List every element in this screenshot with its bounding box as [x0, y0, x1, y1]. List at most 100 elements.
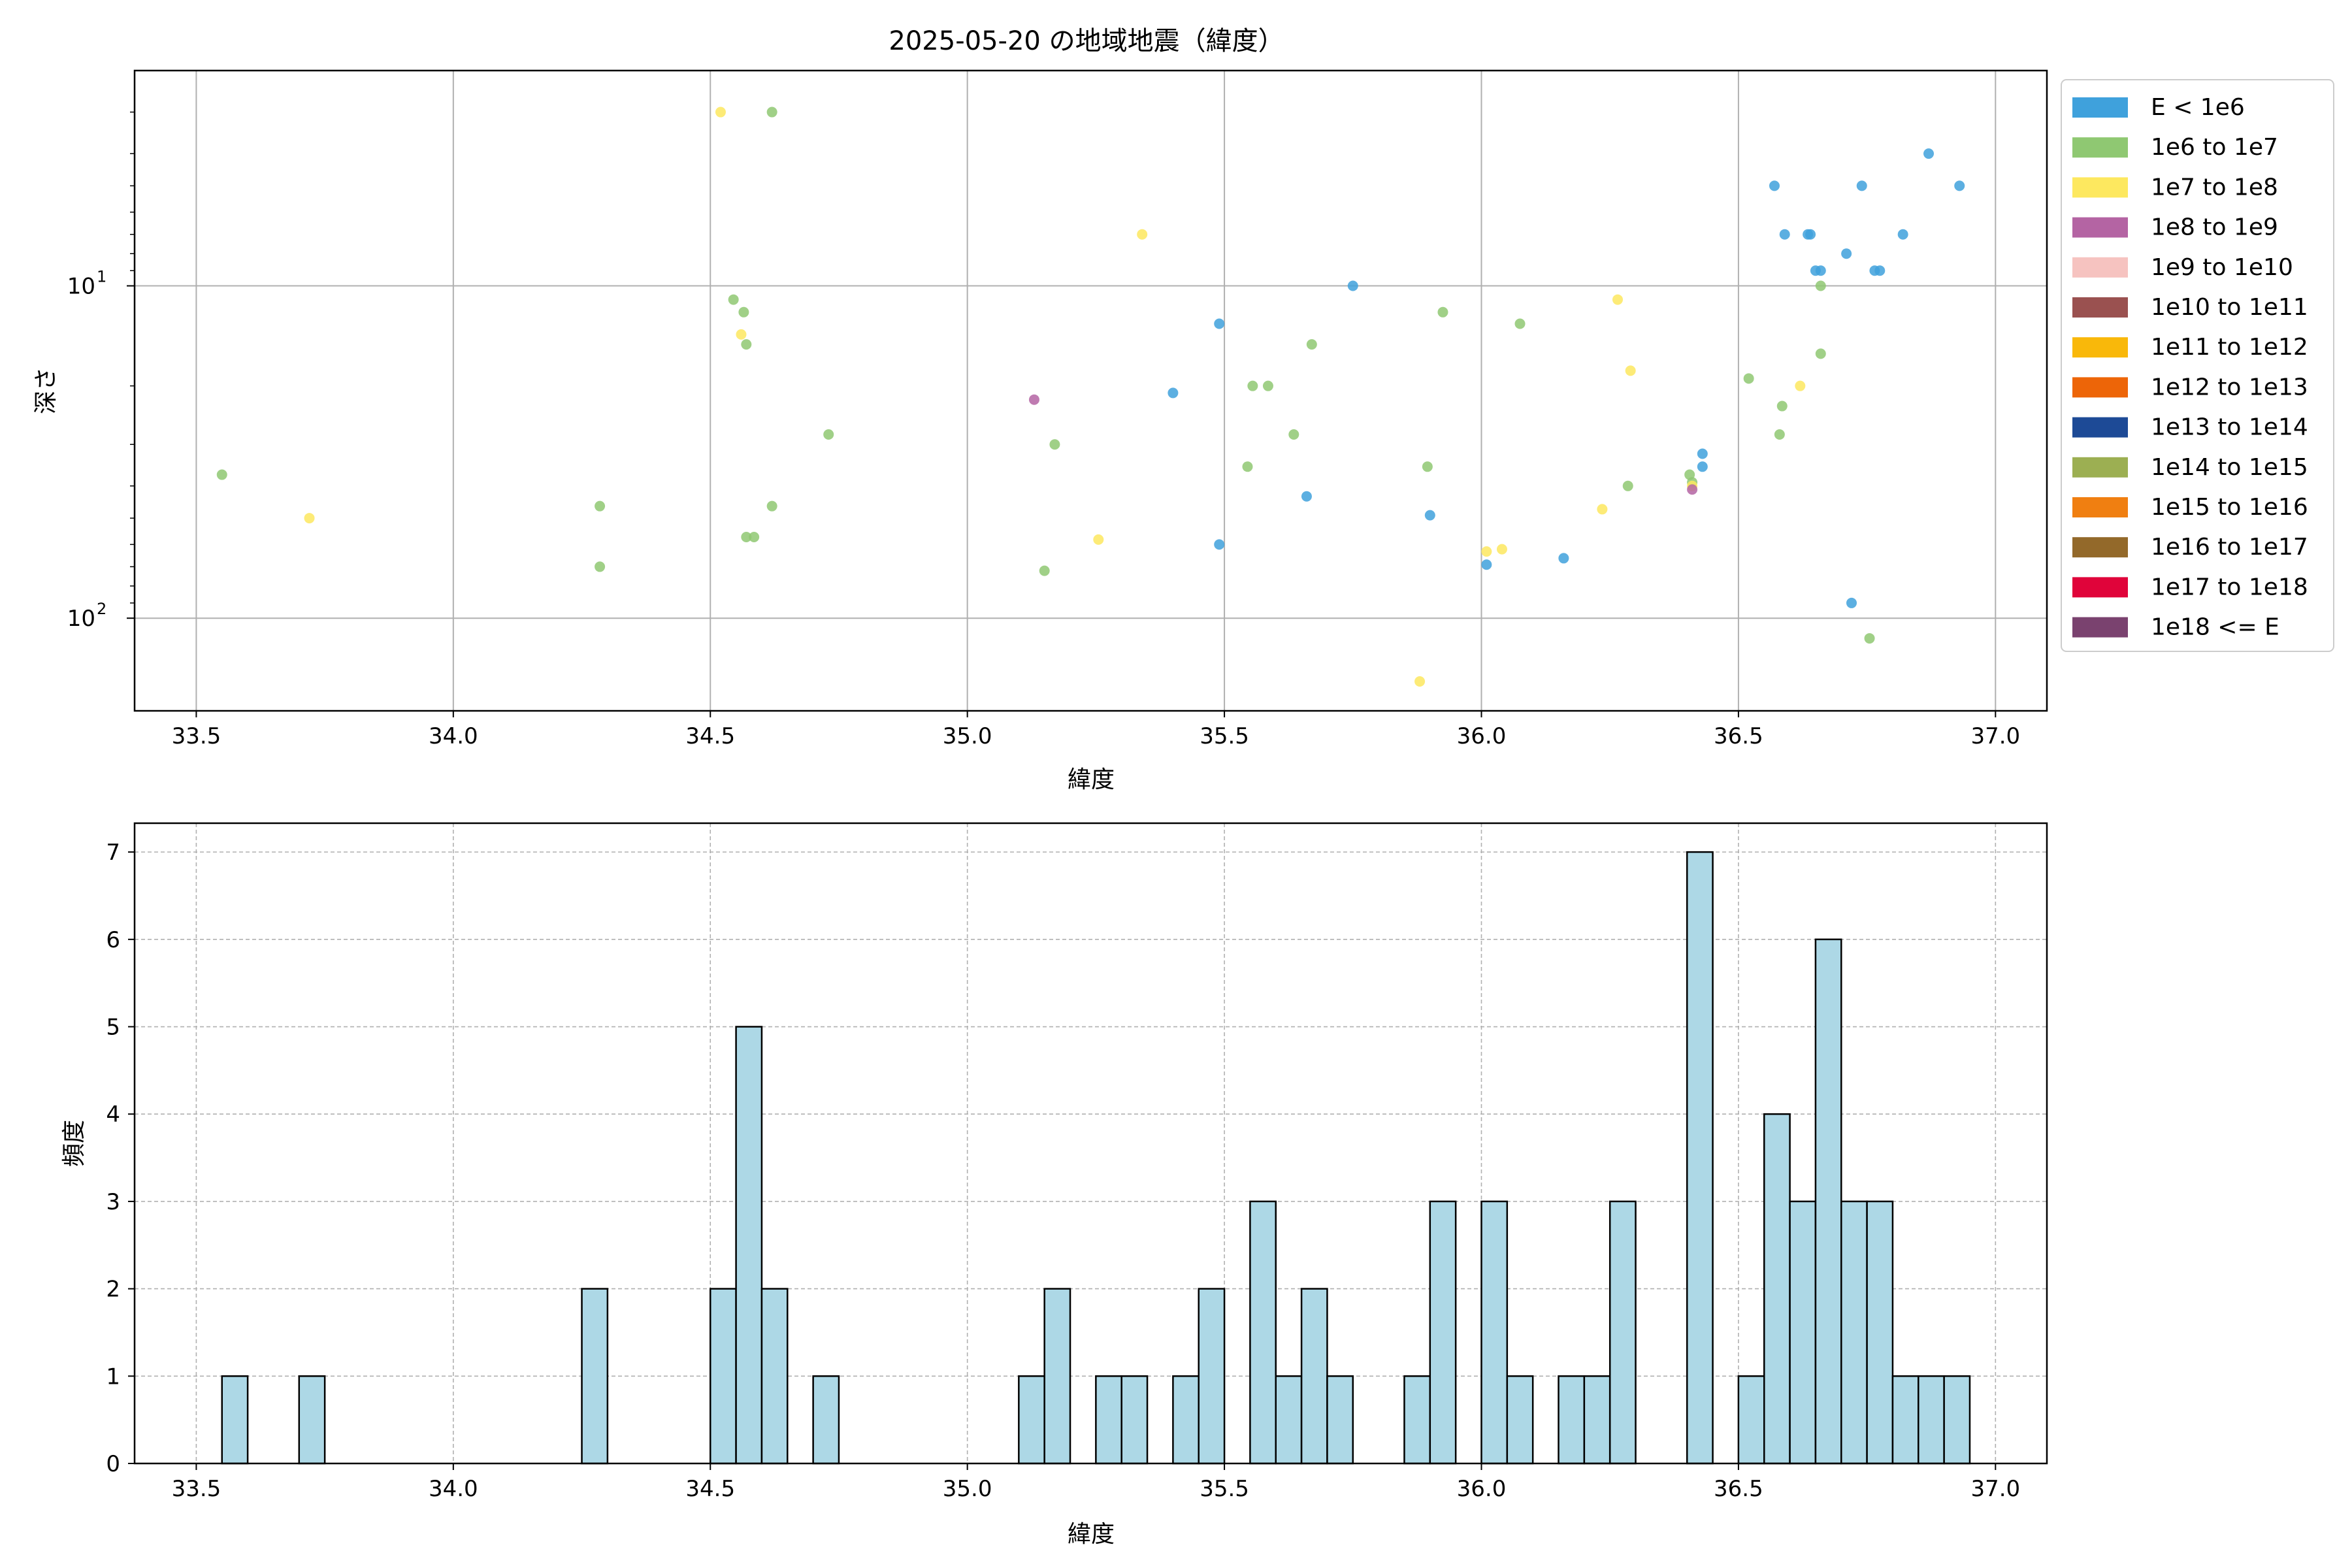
histogram-y-tick-label: 0: [106, 1451, 120, 1477]
legend-label: 1e12 to 1e13: [2151, 374, 2308, 400]
scatter-point: [1437, 306, 1448, 318]
histogram-bar: [1737, 1375, 1765, 1465]
scatter-point: [1697, 461, 1708, 472]
histogram-bar: [581, 1288, 609, 1465]
scatter-point: [1306, 339, 1317, 350]
scatter-point: [1841, 248, 1852, 259]
histogram-bar: [1275, 1375, 1303, 1465]
histogram-x-tick-label: 36.5: [1714, 1476, 1763, 1502]
legend-label: E < 1e6: [2151, 94, 2245, 121]
scatter-point: [595, 500, 606, 512]
scatter-point: [1622, 480, 1633, 491]
scatter-point: [1414, 676, 1426, 687]
legend-swatch: [2072, 257, 2128, 278]
histogram-y-ticks: 0 1 2 3 4 5 6 7: [106, 840, 135, 1477]
histogram-x-tick-label: 35.0: [943, 1476, 992, 1502]
scatter-plot-frame: [133, 69, 2048, 712]
scatter-point: [1743, 373, 1754, 384]
scatter-gridlines: [135, 71, 2047, 711]
scatter-point: [766, 106, 777, 118]
scatter-x-axis-label: 緯度: [1068, 766, 1115, 793]
legend-swatch: [2072, 457, 2128, 478]
scatter-point: [1262, 380, 1273, 391]
histogram-bar: [812, 1375, 840, 1465]
scatter-point: [1923, 148, 1935, 159]
histogram-bar: [1891, 1375, 1919, 1465]
histogram-y-tick-label: 2: [106, 1277, 120, 1303]
legend-label: 1e10 to 1e11: [2151, 294, 2308, 321]
legend-label: 1e9 to 1e10: [2151, 254, 2293, 281]
histogram-bar: [1403, 1375, 1431, 1465]
legend-label: 1e15 to 1e16: [2151, 494, 2308, 521]
legend-swatch: [2072, 137, 2128, 158]
scatter-point: [1697, 448, 1708, 459]
scatter-point: [741, 532, 752, 543]
scatter-point: [1815, 280, 1826, 291]
scatter-x-tick-label: 36.0: [1457, 723, 1507, 749]
legend-frame: [2061, 79, 2334, 652]
scatter-point: [766, 500, 777, 512]
scatter-point: [1774, 429, 1785, 440]
histogram-panel: 33.5 34.0 34.5 35.0 35.5 36.0 36.5 37.0 0 1 2 3 4 5 6…: [61, 822, 2048, 1548]
histogram-bar: [1120, 1375, 1149, 1465]
scatter-point: [1558, 553, 1569, 564]
scatter-point: [1496, 544, 1507, 555]
scatter-x-tick-label: 36.5: [1714, 723, 1763, 749]
scatter-point: [1242, 461, 1253, 472]
histogram-bar: [1789, 1200, 1817, 1465]
histogram-y-axis-label: 頻度: [61, 1120, 88, 1167]
scatter-x-tick-label: 37.0: [1970, 723, 2020, 749]
legend-items: E < 1e6 1e6 to 1e7 1e7 to 1e8 1e8 to 1e9 1e9…: [2072, 94, 2308, 641]
histogram-x-tick-label: 33.5: [172, 1476, 221, 1502]
scatter-point: [736, 329, 747, 340]
scatter-point: [1137, 229, 1148, 240]
scatter-point: [1864, 633, 1875, 644]
scatter-point: [1954, 180, 1965, 191]
histogram-bar: [1866, 1200, 1894, 1465]
scatter-point: [738, 306, 749, 318]
scatter-point: [595, 561, 606, 572]
scatter-point: [1168, 387, 1179, 399]
scatter-point: [1795, 380, 1806, 391]
scatter-y-axis-label: 深さ: [33, 367, 59, 414]
scatter-y-tick-exponent: 1: [97, 268, 106, 286]
histogram-y-tick-label: 6: [106, 927, 120, 953]
scatter-x-tick-label: 35.0: [943, 723, 992, 749]
histogram-bar: [1814, 938, 1842, 1465]
scatter-point: [1422, 461, 1433, 472]
histogram-bar: [1018, 1375, 1045, 1465]
histogram-bar: [1506, 1375, 1534, 1465]
scatter-point: [1897, 229, 1908, 240]
scatter-point: [1803, 229, 1814, 240]
scatter-point: [1856, 180, 1867, 191]
legend-swatch: [2072, 417, 2128, 438]
histogram-y-tick-label: 1: [106, 1364, 120, 1390]
scatter-point: [1028, 394, 1039, 405]
legend-label: 1e18 <= E: [2151, 614, 2279, 641]
scatter-x-tick-label: 34.0: [429, 723, 478, 749]
scatter-point: [1481, 546, 1492, 557]
legend-swatch: [2072, 177, 2128, 198]
histogram-x-tick-label: 34.0: [429, 1476, 478, 1502]
histogram-x-ticks: 33.5 34.0 34.5 35.0 35.5 36.0 36.5 37.0: [172, 1463, 2020, 1502]
scatter-points: [216, 106, 1965, 687]
legend-swatch: [2072, 377, 2128, 398]
histogram-bar: [1095, 1375, 1122, 1465]
scatter-point: [1214, 539, 1225, 550]
legend-label: 1e17 to 1e18: [2151, 574, 2308, 600]
histogram-bar: [760, 1288, 789, 1465]
scatter-point: [741, 339, 752, 350]
histogram-gridlines: [135, 823, 2047, 1464]
legend-swatch: [2072, 577, 2128, 598]
scatter-point: [1612, 294, 1623, 305]
histogram-bar: [1943, 1375, 1971, 1465]
scatter-y-tick-label: 10: [67, 606, 95, 632]
scatter-point: [1288, 429, 1299, 440]
scatter-x-tick-label: 35.5: [1200, 723, 1249, 749]
scatter-point: [823, 429, 834, 440]
scatter-point: [1301, 491, 1312, 502]
scatter-x-tick-label: 34.5: [685, 723, 735, 749]
histogram-bar: [1300, 1288, 1328, 1465]
